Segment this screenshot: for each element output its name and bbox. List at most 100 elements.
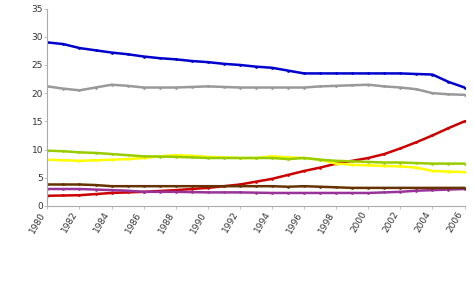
OM (109, 188, 114, 192)
UE (141, 55, 146, 58)
UE (413, 72, 419, 76)
Africa (205, 184, 210, 188)
EEUU (285, 86, 291, 89)
Africa (141, 184, 146, 188)
China (109, 191, 114, 195)
Africa (462, 186, 467, 190)
EEUU (45, 85, 50, 88)
Japón (93, 158, 99, 162)
OM (301, 191, 307, 195)
EEUU (349, 84, 355, 87)
EEUU (253, 86, 259, 89)
Japón (462, 170, 467, 174)
EEUU (446, 93, 451, 96)
Africa (317, 185, 323, 188)
Africa (398, 186, 403, 190)
Africa (45, 183, 50, 186)
Japón (45, 158, 50, 161)
Japón (349, 163, 355, 166)
Japón (429, 169, 435, 173)
Africa (365, 186, 371, 190)
Africa (349, 186, 355, 190)
Line: China: China (46, 120, 466, 197)
ALC (301, 156, 307, 160)
ALC (349, 160, 355, 163)
Japón (205, 155, 210, 158)
China (429, 134, 435, 137)
OM (189, 190, 195, 194)
OM (61, 187, 66, 191)
OM (413, 189, 419, 192)
Japón (237, 156, 243, 160)
EEUU (398, 86, 403, 89)
EEUU (237, 86, 243, 89)
ALC (333, 159, 339, 162)
EEUU (109, 83, 114, 86)
OM (93, 188, 99, 191)
OM (45, 187, 50, 191)
OM (365, 191, 371, 195)
Line: UE: UE (46, 41, 466, 89)
ALC (413, 161, 419, 165)
Africa (413, 186, 419, 190)
Japón (125, 157, 130, 161)
China (141, 190, 146, 194)
Japón (382, 164, 387, 168)
ALC (253, 156, 259, 160)
China (446, 126, 451, 130)
China (317, 166, 323, 169)
ALC (141, 155, 146, 158)
ALC (317, 158, 323, 161)
Africa (109, 184, 114, 188)
UE (269, 66, 275, 69)
UE (77, 46, 82, 50)
Africa (189, 184, 195, 188)
UE (109, 51, 114, 54)
China (285, 173, 291, 177)
UE (365, 72, 371, 75)
Africa (253, 184, 259, 188)
Japón (413, 166, 419, 169)
ALC (205, 156, 210, 160)
UE (61, 42, 66, 46)
Japón (173, 154, 179, 157)
EEUU (93, 86, 99, 89)
UE (189, 59, 195, 63)
OM (429, 188, 435, 192)
Africa (237, 184, 243, 188)
Japón (301, 156, 307, 160)
OM (141, 190, 146, 194)
Africa (77, 183, 82, 186)
UE (317, 72, 323, 75)
OM (446, 188, 451, 191)
UE (253, 65, 259, 68)
ALC (125, 154, 130, 157)
EEUU (269, 86, 275, 89)
UE (382, 72, 387, 75)
China (77, 194, 82, 197)
China (398, 147, 403, 150)
ALC (173, 155, 179, 158)
EEUU (462, 93, 467, 97)
EEUU (157, 86, 163, 89)
OM (237, 191, 243, 194)
China (173, 188, 179, 192)
ALC (45, 149, 50, 152)
EEUU (141, 86, 146, 89)
OM (269, 191, 275, 195)
Japón (61, 158, 66, 162)
Africa (173, 184, 179, 188)
EEUU (77, 89, 82, 92)
ALC (398, 161, 403, 164)
EEUU (365, 83, 371, 86)
OM (349, 191, 355, 195)
Africa (125, 184, 130, 188)
UE (429, 73, 435, 76)
EEUU (413, 88, 419, 91)
OM (398, 190, 403, 194)
OM (157, 190, 163, 194)
China (189, 187, 195, 191)
OM (462, 187, 467, 191)
OM (205, 191, 210, 194)
Line: Japón: Japón (46, 154, 466, 174)
